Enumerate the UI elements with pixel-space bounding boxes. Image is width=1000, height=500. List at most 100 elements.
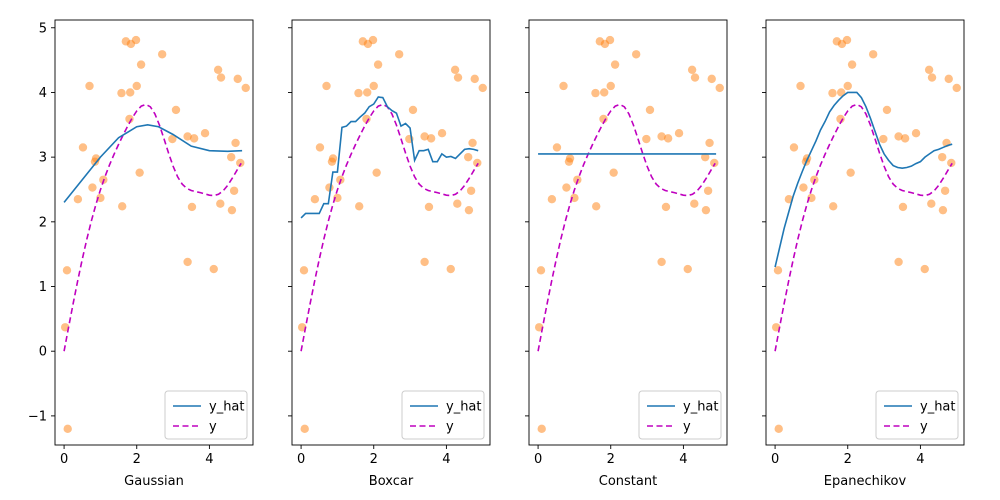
data-point (592, 202, 601, 211)
data-point (453, 73, 463, 82)
data-point (690, 199, 699, 208)
data-point (609, 168, 618, 177)
data-point (944, 74, 953, 84)
data-point (773, 266, 783, 275)
legend-y-hat-label: y_hat (209, 400, 245, 415)
data-point (131, 35, 141, 45)
data-point (118, 202, 127, 211)
data-point (703, 186, 713, 195)
data-point (394, 50, 404, 59)
data-point (674, 129, 684, 138)
legend-box (401, 390, 485, 440)
y-tick-label: 0 (39, 345, 47, 360)
data-point (426, 134, 436, 143)
data-point (171, 105, 181, 115)
x-axis-label: Constant (599, 474, 657, 489)
data-point (690, 73, 700, 82)
true-curve-line (300, 103, 479, 352)
x-tick-label: 0 (771, 452, 779, 467)
data-point (879, 134, 888, 144)
data-point (894, 257, 903, 267)
data-point (372, 168, 381, 177)
x-tick-label: 0 (534, 452, 542, 467)
data-point (894, 132, 903, 141)
y-tick-label: −1 (28, 409, 47, 424)
data-point (369, 81, 378, 91)
y-tick-label: 5 (39, 21, 47, 36)
plot-area (771, 35, 961, 434)
data-point (843, 81, 852, 91)
data-point (657, 132, 666, 141)
data-point (683, 264, 692, 274)
data-point (837, 88, 846, 97)
data-point (88, 183, 97, 192)
true-curve-line (63, 103, 242, 352)
true-curve-line (774, 103, 953, 352)
data-point (135, 168, 144, 177)
data-point (362, 114, 371, 124)
data-point (842, 35, 852, 45)
data-point (322, 81, 331, 91)
y-tick-label: 3 (39, 151, 47, 166)
data-point (836, 114, 845, 124)
data-point (559, 81, 568, 91)
data-point (938, 152, 947, 162)
data-point (701, 152, 710, 162)
plot-area (60, 35, 250, 434)
y-tick-label: 1 (39, 280, 47, 295)
data-point (464, 152, 473, 162)
data-point (73, 194, 83, 204)
data-point (924, 65, 934, 75)
data-point (536, 266, 546, 275)
data-point (189, 134, 199, 143)
data-point (62, 266, 72, 275)
y-tick-label: 2 (39, 215, 47, 230)
data-point (687, 65, 697, 75)
data-point (310, 194, 320, 204)
data-point (209, 264, 218, 274)
data-point (570, 193, 579, 203)
axes-frame (765, 19, 965, 446)
data-point (333, 193, 342, 203)
legend-y-hat-label: y_hat (920, 400, 956, 415)
data-point (710, 158, 719, 168)
data-point (927, 73, 937, 82)
data-point (900, 134, 910, 143)
data-point (168, 134, 177, 144)
data-point (642, 134, 651, 144)
y-hat-line (63, 123, 243, 203)
data-point (657, 257, 666, 267)
data-point (216, 199, 225, 208)
data-point (920, 264, 929, 274)
data-point (437, 129, 447, 138)
data-point (117, 88, 126, 98)
data-point (645, 105, 655, 115)
data-point (952, 83, 961, 93)
x-tick-label: 2 (607, 452, 615, 467)
data-point (562, 183, 571, 192)
data-point (466, 186, 476, 195)
y-hat-line (300, 96, 479, 219)
data-point (940, 186, 950, 195)
data-point (846, 168, 855, 177)
data-point (927, 199, 936, 208)
axes-frame (528, 19, 728, 446)
data-point (227, 152, 236, 162)
data-point (183, 132, 192, 141)
x-tick-label: 2 (370, 452, 378, 467)
x-tick-label: 4 (679, 452, 687, 467)
data-point (450, 65, 460, 75)
data-point (297, 323, 307, 332)
data-point (60, 323, 70, 332)
data-point (300, 424, 309, 434)
data-point (828, 88, 837, 98)
data-point (354, 88, 363, 98)
data-point (424, 202, 434, 212)
data-point (799, 183, 808, 192)
data-point (363, 88, 372, 97)
x-tick-label: 2 (133, 452, 141, 467)
data-point (78, 143, 88, 152)
data-point (701, 205, 711, 215)
